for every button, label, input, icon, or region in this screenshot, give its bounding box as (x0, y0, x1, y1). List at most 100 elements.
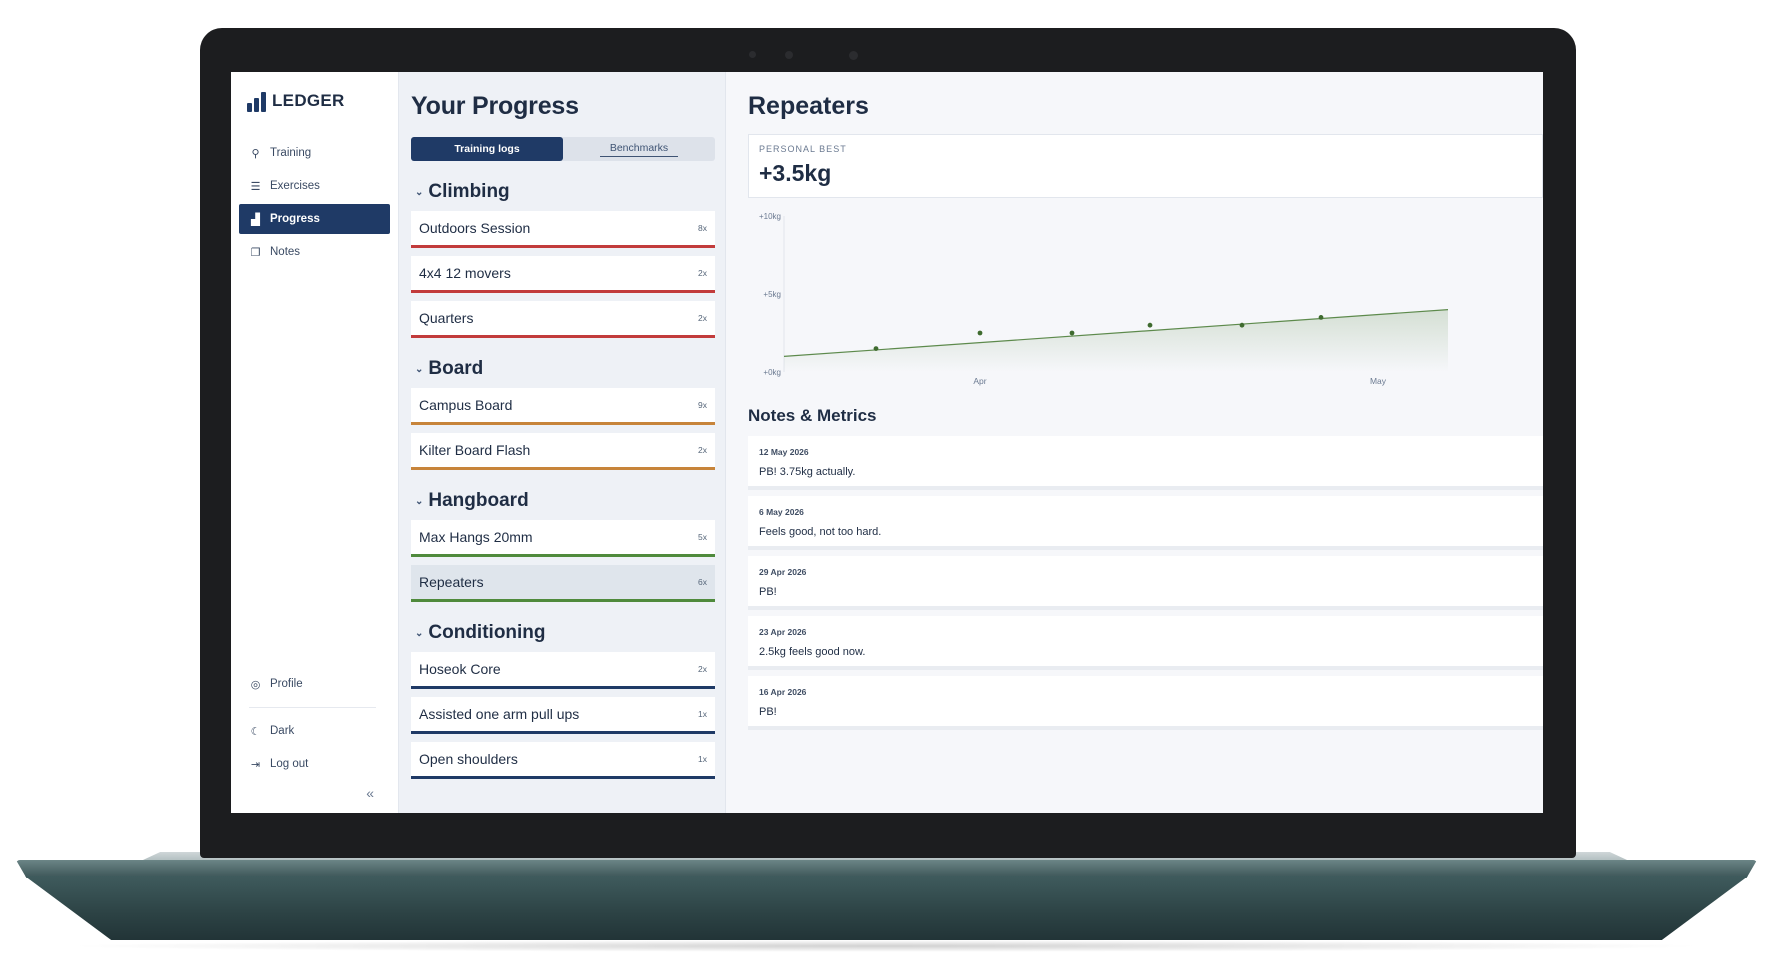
note-date: 16 Apr 2026 (759, 687, 807, 697)
list-item[interactable]: Open shoulders 1x (411, 742, 715, 779)
chevron-down-icon: ⌄ (415, 363, 424, 375)
note-item[interactable]: 12 May 2026 PB! 3.75kg actually. (748, 436, 1543, 490)
camera-icon (785, 51, 793, 59)
list-item[interactable]: Campus Board 9x (411, 388, 715, 425)
group-title: Hangboard (428, 490, 529, 511)
data-point (977, 330, 983, 336)
item-label: Assisted one arm pull ups (419, 706, 580, 722)
sidebar-item-label: Training (270, 147, 312, 159)
sidebar-item-exercises[interactable]: ☰ Exercises (239, 171, 390, 201)
list-item[interactable]: Quarters 2x (411, 301, 715, 338)
chevron-down-icon: ⌄ (415, 495, 424, 507)
logout-icon: ⇥ (250, 758, 261, 771)
tab-label: Benchmarks (599, 142, 679, 157)
divider (249, 707, 376, 708)
group-title: Board (428, 358, 484, 379)
group-title: Conditioning (428, 622, 546, 643)
note-date: 6 May 2026 (759, 507, 804, 517)
tab-training-logs[interactable]: Training logs (411, 137, 563, 161)
data-point (1147, 322, 1153, 328)
list-item[interactable]: Max Hangs 20mm 5x (411, 520, 715, 557)
list-item[interactable]: Outdoors Session 8x (411, 211, 715, 248)
app-screen: LEDGER ⚲ Training ☰ Exercises ▟ Progress… (231, 72, 1543, 813)
area-fill (784, 309, 1448, 372)
tab-benchmarks[interactable]: Benchmarks (563, 137, 715, 161)
sidebar-item-progress[interactable]: ▟ Progress (239, 204, 390, 234)
logo[interactable]: LEDGER (247, 90, 390, 112)
item-count: 8x (698, 223, 707, 233)
chart-icon: ▟ (251, 213, 260, 226)
list-item[interactable]: Assisted one arm pull ups 1x (411, 697, 715, 734)
item-label: Quarters (419, 310, 474, 326)
logout-button[interactable]: ⇥ Log out (239, 749, 390, 779)
laptop-base-top (16, 860, 1757, 878)
laptop-shadow (60, 940, 1710, 952)
dark-mode-toggle[interactable]: ☾ Dark (239, 716, 390, 746)
note-text: PB! (759, 706, 777, 718)
sidebar-item-label: Dark (270, 725, 295, 737)
sidebar-item-notes[interactable]: ❐ Notes (239, 237, 390, 267)
trend-line (783, 309, 1449, 357)
data-point (1239, 322, 1245, 328)
sidebar-item-training[interactable]: ⚲ Training (239, 138, 390, 168)
laptop-base (25, 876, 1748, 940)
item-label: Kilter Board Flash (419, 442, 531, 458)
note-date: 29 Apr 2026 (759, 567, 807, 577)
note-text: PB! (759, 586, 777, 598)
note-item[interactable]: 6 May 2026 Feels good, not too hard. (748, 496, 1543, 550)
exercise-detail: Repeaters PERSONAL BEST +3.5kg +10kg +5kg… (726, 72, 1543, 813)
note-text: Feels good, not too hard. (759, 526, 882, 538)
sidebar-item-label: Exercises (270, 180, 320, 192)
item-count: 2x (698, 664, 707, 674)
item-label: Max Hangs 20mm (419, 529, 533, 545)
y-tick-label: +0kg (763, 368, 781, 377)
progress-panel: Your Progress Training logs Benchmarks ⌄… (399, 72, 726, 813)
page-title: Your Progress (411, 92, 579, 120)
sidebar-item-profile[interactable]: ◎ Profile (239, 669, 390, 699)
note-item[interactable]: 16 Apr 2026 PB! (748, 676, 1543, 730)
note-date: 23 Apr 2026 (759, 627, 807, 637)
list-item-selected[interactable]: Repeaters 6x (411, 565, 715, 602)
notes-icon: ❐ (250, 246, 261, 259)
item-count: 6x (698, 577, 707, 587)
x-tick-label: Apr (973, 376, 986, 386)
item-count: 2x (698, 268, 707, 278)
sidebar-item-label: Profile (270, 678, 303, 690)
note-item[interactable]: 23 Apr 2026 2.5kg feels good now. (748, 616, 1543, 670)
sidebar-nav: ⚲ Training ☰ Exercises ▟ Progress ❐ Note… (239, 138, 390, 267)
camera-light (849, 51, 858, 60)
item-count: 2x (698, 313, 707, 323)
exercise-title: Repeaters (748, 92, 869, 120)
app-name: LEDGER (272, 91, 345, 110)
y-tick-label: +5kg (763, 290, 781, 299)
chevron-down-icon: ⌄ (415, 186, 424, 198)
item-label: Hoseok Core (419, 661, 501, 677)
item-count: 9x (698, 400, 707, 410)
item-label: Repeaters (419, 574, 484, 590)
sidebar: LEDGER ⚲ Training ☰ Exercises ▟ Progress… (231, 72, 399, 813)
list-item[interactable]: 4x4 12 movers 2x (411, 256, 715, 293)
group-header-board[interactable]: ⌄ Board (415, 358, 715, 380)
link-icon: ⚲ (251, 147, 260, 160)
progress-tabs: Training logs Benchmarks (411, 137, 715, 161)
item-label: Outdoors Session (419, 220, 531, 236)
group-header-conditioning[interactable]: ⌄ Conditioning (415, 622, 715, 644)
group-header-hangboard[interactable]: ⌄ Hangboard (415, 490, 715, 512)
note-date: 12 May 2026 (759, 447, 809, 457)
note-item[interactable]: 29 Apr 2026 PB! (748, 556, 1543, 610)
list-icon: ☰ (250, 180, 261, 193)
camera-sensor (749, 51, 756, 58)
item-count: 2x (698, 445, 707, 455)
collapse-sidebar-icon[interactable]: « (366, 785, 374, 801)
item-count: 5x (698, 532, 707, 542)
list-item[interactable]: Hoseok Core 2x (411, 652, 715, 689)
item-label: 4x4 12 movers (419, 265, 511, 281)
data-point (873, 346, 879, 351)
note-text: 2.5kg feels good now. (759, 646, 866, 658)
personal-best-label: PERSONAL BEST (759, 144, 847, 154)
data-point (1318, 315, 1324, 320)
list-item[interactable]: Kilter Board Flash 2x (411, 433, 715, 470)
progress-chart: +10kg +5kg +0kg Apr May (748, 206, 1543, 392)
logo-icon (247, 90, 266, 112)
group-header-climbing[interactable]: ⌄ Climbing (415, 181, 715, 203)
